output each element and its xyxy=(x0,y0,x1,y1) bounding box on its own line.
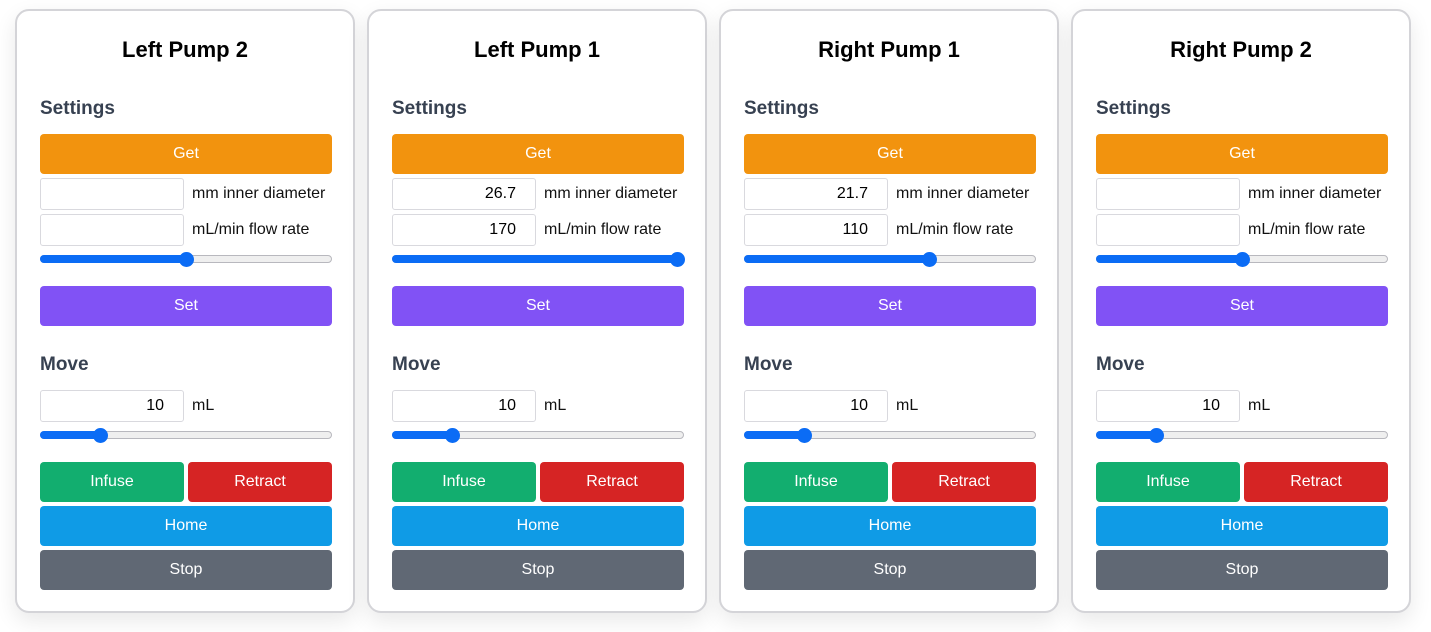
volume-slider[interactable] xyxy=(392,428,684,443)
slider-fill xyxy=(40,431,100,439)
diameter-unit-label: mm inner diameter xyxy=(192,185,326,202)
flow-rate-slider[interactable] xyxy=(392,252,685,267)
slider-thumb[interactable] xyxy=(1235,252,1250,267)
stop-button[interactable]: Stop xyxy=(40,550,332,590)
slider-fill xyxy=(392,255,677,263)
slider-fill xyxy=(392,431,452,439)
infuse-button[interactable]: Infuse xyxy=(392,462,536,502)
flow-rate-slider[interactable] xyxy=(1096,252,1388,267)
volume-input[interactable] xyxy=(1096,390,1240,422)
slider-thumb[interactable] xyxy=(179,252,194,267)
retract-button[interactable]: Retract xyxy=(892,462,1036,502)
diameter-unit-label: mm inner diameter xyxy=(896,185,1030,202)
home-button[interactable]: Home xyxy=(392,506,684,546)
get-button[interactable]: Get xyxy=(392,134,684,174)
pump-card-left-2: Left Pump 2 Settings Get mm inner diamet… xyxy=(15,9,355,613)
slider-thumb[interactable] xyxy=(92,428,108,443)
home-button[interactable]: Home xyxy=(744,506,1036,546)
settings-heading: Settings xyxy=(1096,98,1171,119)
pump-title: Left Pump 2 xyxy=(122,37,248,62)
stop-button[interactable]: Stop xyxy=(392,550,684,590)
move-heading: Move xyxy=(40,354,89,375)
pump-card-left-1: Left Pump 1 Settings Get mm inner diamet… xyxy=(367,9,707,613)
diameter-input[interactable] xyxy=(1096,178,1240,210)
pump-title: Right Pump 2 xyxy=(1170,37,1312,62)
flow-rate-input[interactable] xyxy=(392,214,536,246)
volume-slider[interactable] xyxy=(1096,428,1388,443)
pump-card-right-1: Right Pump 1 Settings Get mm inner diame… xyxy=(719,9,1059,613)
set-button[interactable]: Set xyxy=(1096,286,1388,326)
flow-rate-slider[interactable] xyxy=(744,252,1036,267)
pump-card-right-2: Right Pump 2 Settings Get mm inner diame… xyxy=(1071,9,1411,613)
slider-fill xyxy=(1096,255,1242,263)
slider-fill xyxy=(40,255,186,263)
stop-button[interactable]: Stop xyxy=(1096,550,1388,590)
move-heading: Move xyxy=(744,354,793,375)
slider-thumb[interactable] xyxy=(670,252,685,267)
flow-rate-unit-label: mL/min flow rate xyxy=(1248,221,1366,238)
volume-input[interactable] xyxy=(40,390,184,422)
pump-title: Right Pump 1 xyxy=(818,37,960,62)
move-heading: Move xyxy=(392,354,441,375)
infuse-button[interactable]: Infuse xyxy=(40,462,184,502)
slider-thumb[interactable] xyxy=(1148,428,1164,443)
volume-unit-label: mL xyxy=(896,397,919,414)
slider-fill xyxy=(744,255,929,263)
set-button[interactable]: Set xyxy=(40,286,332,326)
infuse-button[interactable]: Infuse xyxy=(1096,462,1240,502)
flow-rate-unit-label: mL/min flow rate xyxy=(896,221,1014,238)
stop-button[interactable]: Stop xyxy=(744,550,1036,590)
flow-rate-input[interactable] xyxy=(40,214,184,246)
diameter-input[interactable] xyxy=(40,178,184,210)
move-heading: Move xyxy=(1096,354,1145,375)
flow-rate-slider[interactable] xyxy=(40,252,332,267)
flow-rate-input[interactable] xyxy=(1096,214,1240,246)
volume-unit-label: mL xyxy=(544,397,567,414)
flow-rate-input[interactable] xyxy=(744,214,888,246)
flow-rate-unit-label: mL/min flow rate xyxy=(192,221,310,238)
diameter-input[interactable] xyxy=(744,178,888,210)
slider-thumb[interactable] xyxy=(444,428,460,443)
slider-thumb[interactable] xyxy=(921,252,937,267)
volume-slider[interactable] xyxy=(744,428,1036,443)
retract-button[interactable]: Retract xyxy=(188,462,332,502)
infuse-button[interactable]: Infuse xyxy=(744,462,888,502)
get-button[interactable]: Get xyxy=(744,134,1036,174)
retract-button[interactable]: Retract xyxy=(1244,462,1388,502)
volume-input[interactable] xyxy=(392,390,536,422)
get-button[interactable]: Get xyxy=(1096,134,1388,174)
slider-thumb[interactable] xyxy=(796,428,812,443)
pump-title: Left Pump 1 xyxy=(474,37,600,62)
set-button[interactable]: Set xyxy=(744,286,1036,326)
flow-rate-unit-label: mL/min flow rate xyxy=(544,221,662,238)
volume-slider[interactable] xyxy=(40,428,332,443)
volume-unit-label: mL xyxy=(1248,397,1271,414)
home-button[interactable]: Home xyxy=(1096,506,1388,546)
home-button[interactable]: Home xyxy=(40,506,332,546)
slider-fill xyxy=(744,431,804,439)
diameter-unit-label: mm inner diameter xyxy=(544,185,678,202)
volume-unit-label: mL xyxy=(192,397,215,414)
settings-heading: Settings xyxy=(40,98,115,119)
diameter-input[interactable] xyxy=(392,178,536,210)
settings-heading: Settings xyxy=(392,98,467,119)
set-button[interactable]: Set xyxy=(392,286,684,326)
get-button[interactable]: Get xyxy=(40,134,332,174)
slider-fill xyxy=(1096,431,1156,439)
volume-input[interactable] xyxy=(744,390,888,422)
settings-heading: Settings xyxy=(744,98,819,119)
diameter-unit-label: mm inner diameter xyxy=(1248,185,1382,202)
retract-button[interactable]: Retract xyxy=(540,462,684,502)
